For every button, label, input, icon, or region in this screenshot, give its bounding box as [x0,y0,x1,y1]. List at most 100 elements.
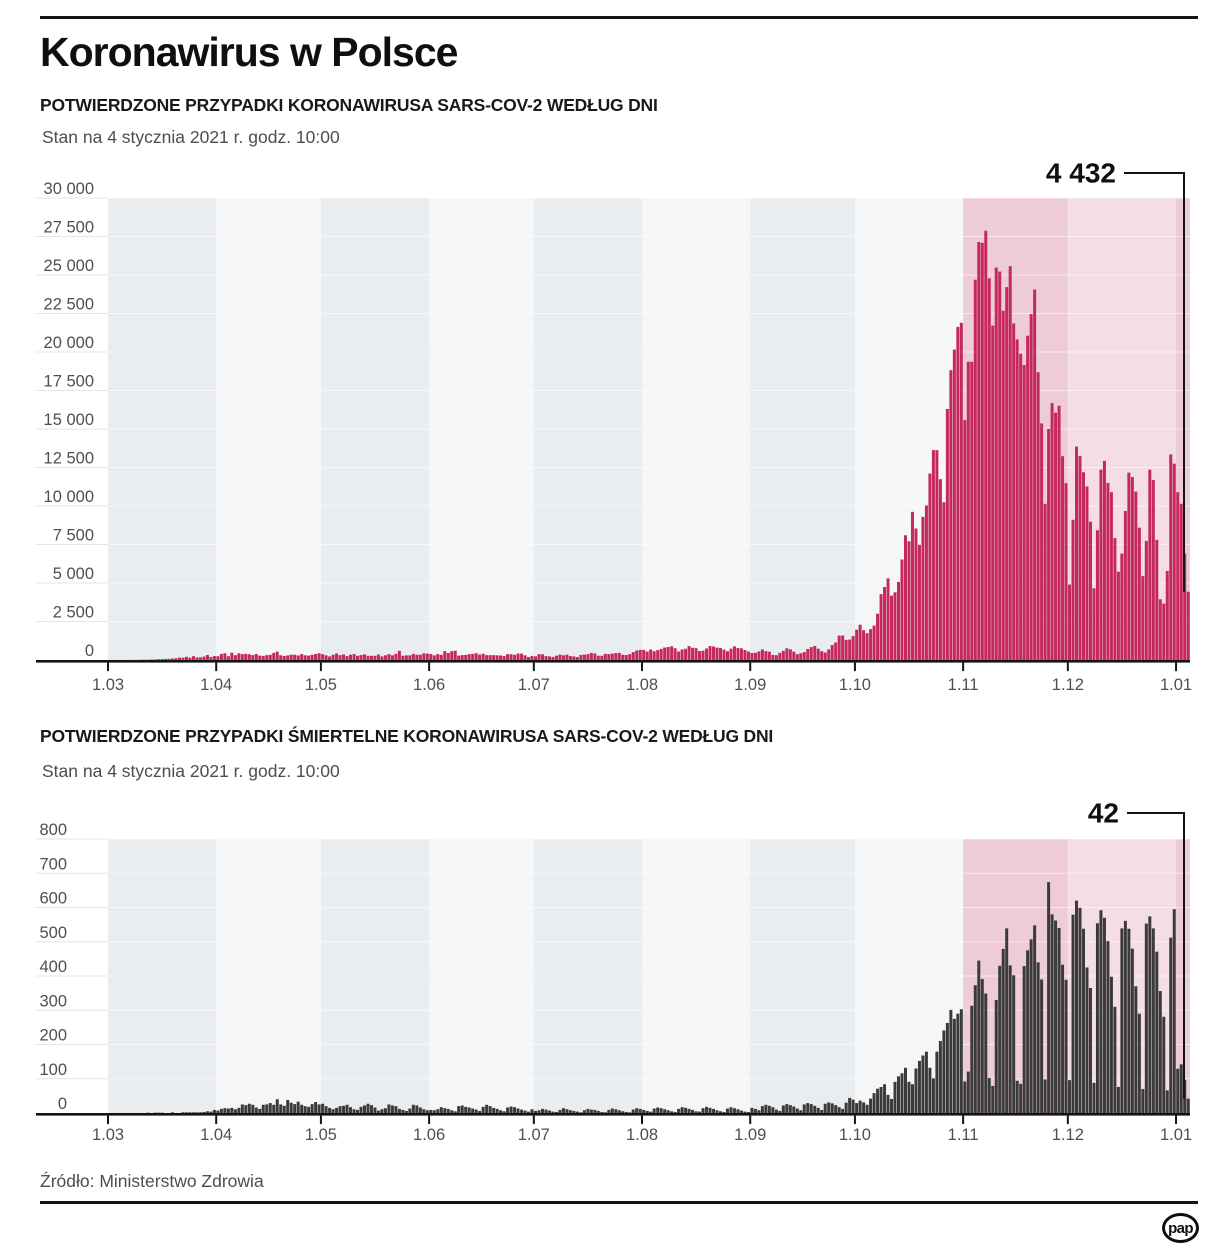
bar [446,1108,450,1113]
bar [631,652,635,660]
bar [394,1106,398,1113]
bar [945,1022,949,1113]
bar [893,592,897,660]
bar [1148,469,1152,660]
bar [300,1104,304,1113]
bar [1088,987,1092,1113]
bar [1186,1098,1190,1114]
bar [792,651,796,660]
bar [547,1110,551,1113]
bar [429,1109,433,1113]
bar [429,654,433,660]
bar [879,1086,883,1113]
bar [383,1108,387,1113]
bar [980,979,984,1113]
bar [425,1110,429,1113]
bar [890,595,894,660]
bar [307,655,311,660]
bar [617,1110,621,1113]
x-tick [641,662,644,672]
bar [362,1105,366,1113]
bar [631,1109,635,1114]
bar [230,652,234,660]
bar [586,1108,590,1113]
bar [1165,570,1169,660]
bar [691,1109,695,1113]
bar [205,655,209,660]
bar [746,651,750,660]
bar [642,649,646,660]
bar [502,1111,506,1113]
bar [621,1111,625,1113]
bar [1183,553,1187,660]
bar [607,1109,611,1113]
x-tick [532,662,535,672]
x-tick-label: 1.07 [518,676,550,694]
bar [799,653,803,660]
bar [659,648,663,660]
bar [1123,511,1127,660]
bar [739,1110,743,1113]
bar [998,965,1002,1114]
bar [705,1106,709,1114]
x-tick-label: 1.09 [734,676,766,694]
bar [1130,477,1134,660]
bar [656,1107,660,1113]
bar [959,1009,963,1113]
bar [226,656,230,660]
bar [652,1108,656,1113]
bar [945,408,949,660]
bar [1151,479,1155,660]
bar [600,1111,604,1113]
bottom-rule [40,1201,1198,1204]
bar [293,1104,297,1114]
bar [645,1110,649,1113]
bar [561,655,565,660]
bar [823,652,827,660]
bar [1082,472,1085,660]
bar [279,655,283,660]
bar [495,1108,499,1113]
bar [778,652,782,660]
x-axis-ticks [107,1115,1178,1125]
bar [499,1110,503,1113]
bar [760,1106,764,1113]
bar [719,647,722,660]
cases-chart-subtitle: Stan na 4 stycznia 2021 r. godz. 10:00 [42,127,340,147]
x-tick [319,662,322,672]
y-tick-label: 30 000 [44,180,94,198]
bar [910,511,914,660]
bar [481,653,485,660]
bar [534,1110,538,1113]
bar [596,655,600,660]
bar [474,1109,478,1114]
bar [240,1104,244,1113]
annotation-connector [1127,812,1185,1099]
bar [820,1109,824,1113]
bar [387,654,391,660]
bar [523,1110,527,1113]
bar [1050,403,1054,660]
bar [1109,492,1113,660]
x-tick-label: 1.09 [734,1126,766,1144]
bar [432,655,436,660]
bar [411,1104,415,1113]
bar [848,1097,852,1113]
bar [1029,939,1033,1113]
bar [509,654,513,660]
bar [1061,964,1065,1113]
bar [492,655,496,660]
bar [1075,900,1079,1113]
bar [691,647,695,660]
bar [610,653,614,660]
bar [415,654,419,660]
bar [404,1110,408,1113]
x-tick-label: 1.05 [305,1126,337,1144]
bar [373,655,377,660]
bar [1057,405,1061,660]
bar [568,1110,572,1113]
bar [725,1108,729,1113]
bar [352,654,356,660]
bar [994,999,998,1114]
bar [366,655,370,660]
